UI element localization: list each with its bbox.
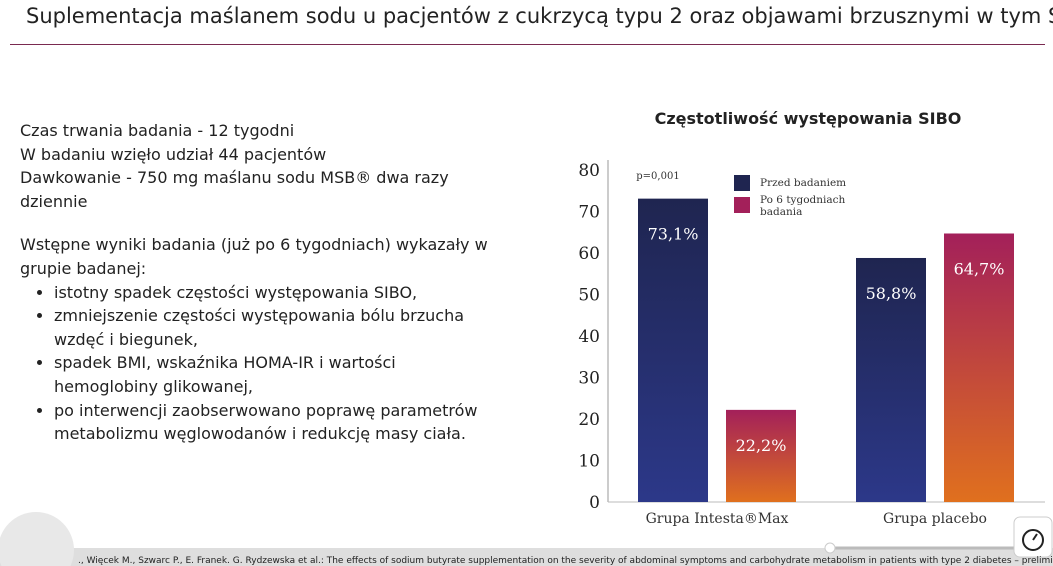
- value-label: 64,7%: [954, 259, 1005, 278]
- bar: [726, 409, 796, 502]
- x-tick-label: Grupa placebo: [883, 511, 987, 527]
- legend-label: Po 6 tygodniach badania: [760, 194, 846, 218]
- citation: ., Więcek M., Szwarc P., E. Franek. G. R…: [78, 556, 1053, 566]
- bullet: spadek BMI, wskaźnika HOMA-IR i wartości…: [54, 351, 504, 398]
- y-tick-label: 80: [578, 161, 600, 181]
- slide-text: Czas trwania badania - 12 tygodni W bada…: [20, 119, 520, 446]
- bar: [638, 198, 708, 502]
- chart-title: Częstotliwość występowania SIBO: [655, 109, 962, 128]
- intro: Wstępne wyniki badania (już po 6 tygodni…: [20, 235, 488, 278]
- legend-label: Przed badaniem: [760, 177, 847, 189]
- timer-icon: [1022, 529, 1044, 551]
- p-value: p=0,001: [636, 171, 679, 182]
- footer-bar: [0, 548, 1053, 566]
- fact: Dawkowanie - 750 mg maślanu sodu MSB® dw…: [20, 168, 449, 211]
- progress-knob[interactable]: [824, 542, 836, 554]
- webcam: [0, 512, 74, 566]
- bullet-list: istotny spadek częstości występowania SI…: [20, 281, 504, 446]
- y-tick-label: 70: [578, 203, 600, 223]
- y-tick-label: 0: [589, 493, 600, 513]
- legend-swatch: [734, 175, 750, 191]
- x-tick-label: Grupa Intesta®Max: [646, 511, 789, 527]
- y-tick-label: 10: [578, 452, 600, 472]
- value-label: 58,8%: [866, 284, 917, 303]
- bar: [944, 233, 1014, 502]
- bullet: po interwencji zaobserwowano poprawę par…: [54, 399, 504, 446]
- title-rule: [10, 44, 1045, 45]
- y-tick-label: 30: [578, 369, 600, 389]
- timer-hand: [1032, 533, 1038, 541]
- value-label: 22,2%: [736, 436, 787, 455]
- y-tick-label: 40: [578, 327, 600, 347]
- fact: W badaniu wzięło udział 44 pacjentów: [20, 144, 327, 164]
- y-tick-label: 60: [578, 244, 600, 264]
- bullet: zmniejszenie częstości występowania bólu…: [54, 304, 504, 351]
- slide-title: Suplementacja maślanem sodu u pacjentów …: [26, 4, 1053, 28]
- y-tick-label: 50: [578, 286, 600, 306]
- timer-button[interactable]: [1013, 516, 1053, 558]
- bar: [856, 257, 926, 502]
- fact: Czas trwania badania - 12 tygodni: [20, 121, 295, 140]
- bullet: istotny spadek częstości występowania SI…: [54, 281, 504, 305]
- value-label: 73,1%: [648, 225, 699, 244]
- y-tick-label: 20: [578, 410, 600, 430]
- legend-swatch: [734, 197, 750, 213]
